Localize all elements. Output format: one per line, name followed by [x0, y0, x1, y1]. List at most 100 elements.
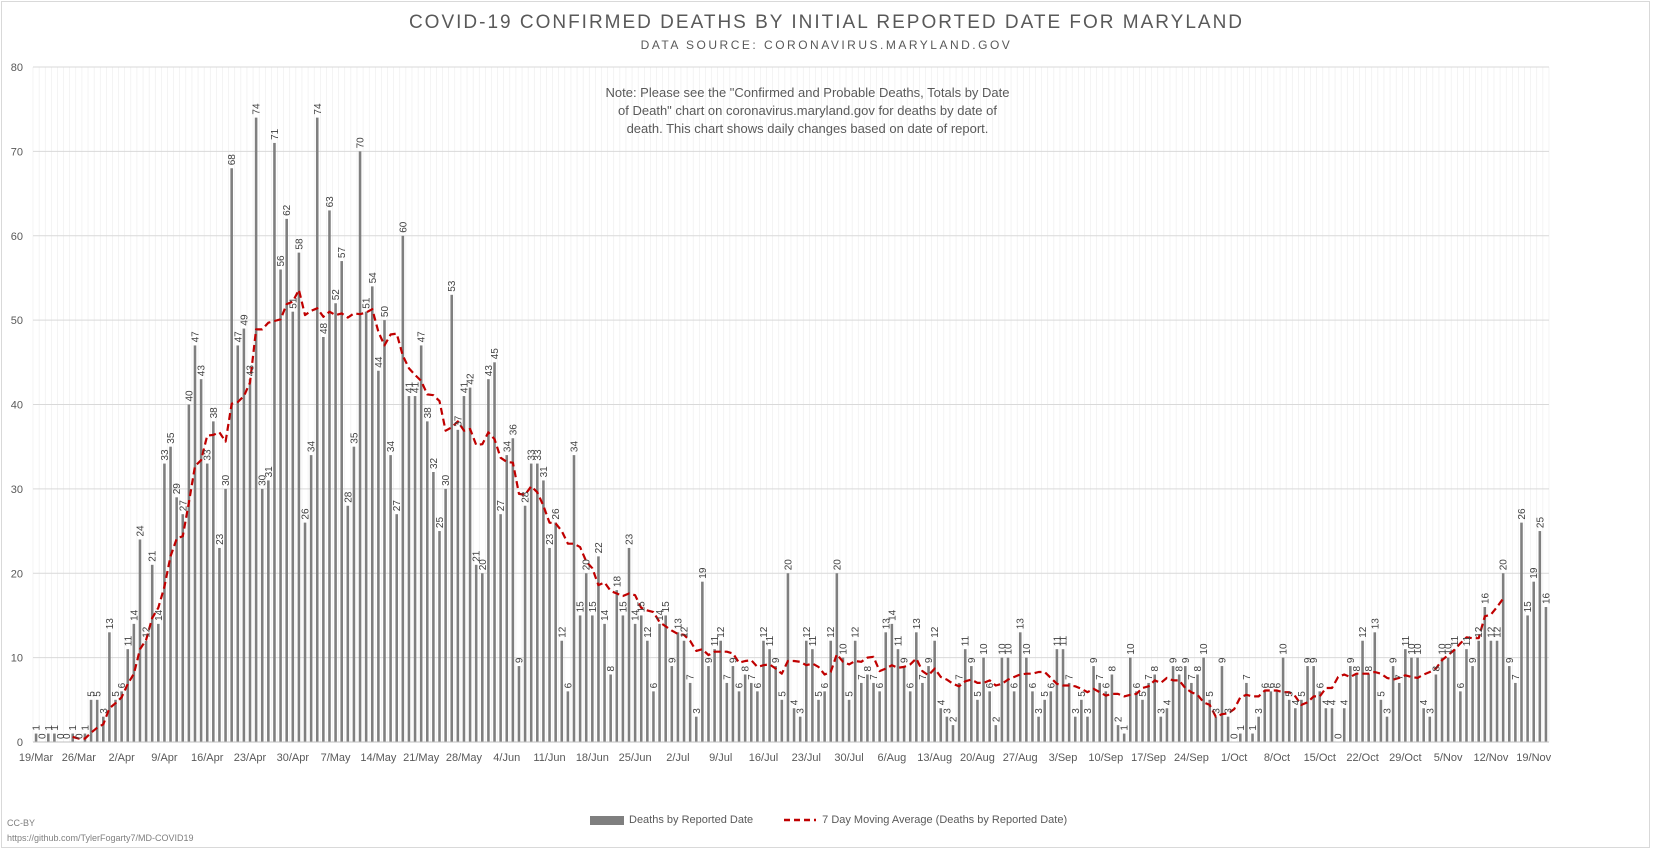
- x-tick-label: 27/Aug: [1003, 752, 1038, 764]
- bar: [591, 615, 594, 742]
- bar-value-label: 34: [570, 441, 581, 453]
- bar-value-label: 9: [1181, 657, 1192, 663]
- bar: [1434, 674, 1438, 742]
- bar: [707, 666, 710, 742]
- bar-value-label: 7: [1395, 674, 1406, 680]
- bar-value-label: 8: [606, 666, 617, 672]
- bar: [1239, 733, 1242, 742]
- bar: [1000, 657, 1004, 742]
- bar: [670, 666, 674, 742]
- bar: [517, 666, 521, 742]
- bar-value-label: 23: [215, 533, 226, 545]
- bar: [743, 674, 747, 742]
- bar-value-label: 11: [710, 635, 721, 646]
- bar-value-label: 40: [184, 390, 195, 402]
- bar: [218, 547, 221, 742]
- bar: [639, 615, 643, 742]
- bar: [1342, 708, 1346, 742]
- bar-value-label: 6: [649, 682, 660, 688]
- bar: [1153, 674, 1157, 742]
- bar-value-label: 14: [655, 609, 666, 621]
- bar-value-label: 15: [588, 601, 599, 613]
- bar: [536, 463, 539, 742]
- bar-value-label: 20: [1499, 559, 1510, 571]
- bar-value-label: 9: [704, 657, 715, 663]
- bar-value-label: 3: [796, 708, 807, 714]
- bar-value-label: 12: [1493, 626, 1504, 638]
- bar-value-label: 32: [429, 457, 440, 469]
- bar-value-label: 34: [502, 441, 513, 453]
- bar-value-label: 35: [166, 432, 177, 444]
- bar-value-label: 9: [728, 657, 739, 663]
- bar-value-label: 4: [1328, 699, 1339, 705]
- bar-value-label: 47: [233, 331, 244, 343]
- bar-value-label: 74: [252, 103, 263, 115]
- chart-title: COVID-19 CONFIRMED DEATHS BY INITIAL REP…: [408, 12, 1245, 33]
- bar: [945, 716, 949, 742]
- y-tick-label: 10: [11, 653, 23, 665]
- bar-value-label: 11: [1462, 635, 1473, 646]
- bar-value-label: 14: [887, 609, 898, 621]
- x-tick-label: 22/Oct: [1346, 752, 1378, 764]
- bar-value-label: 21: [472, 550, 483, 562]
- bar-value-label: 11: [961, 635, 972, 646]
- x-tick-label: 20/Aug: [960, 752, 995, 764]
- bar-value-label: 3: [1224, 708, 1235, 714]
- bar-value-label: 0: [1334, 733, 1345, 739]
- bar-value-label: 74: [313, 103, 324, 115]
- bar-value-label: 6: [1273, 682, 1284, 688]
- bar-value-label: 13: [1370, 618, 1381, 630]
- bar: [927, 666, 930, 742]
- bar-value-label: 12: [1486, 626, 1497, 638]
- bar: [1361, 640, 1364, 742]
- bar-value-label: 8: [1431, 666, 1442, 672]
- bar-value-label: 5: [1205, 691, 1216, 697]
- bar-value-label: 38: [423, 407, 434, 419]
- bar-value-label: 10: [1413, 643, 1424, 655]
- bar: [896, 649, 900, 742]
- bar-value-label: 1: [32, 725, 43, 731]
- bar: [1135, 691, 1138, 742]
- bar: [1379, 699, 1383, 742]
- bar-value-label: 57: [337, 247, 348, 259]
- bar: [395, 514, 399, 742]
- bar-value-label: 25: [435, 517, 446, 529]
- bar-value-label: 51: [362, 297, 373, 309]
- bar: [187, 404, 191, 742]
- bar: [1495, 640, 1499, 742]
- bar-value-label: 33: [203, 449, 214, 461]
- bar-value-label: 30: [221, 474, 232, 486]
- bar-value-label: 9: [1505, 657, 1516, 663]
- bar: [1061, 649, 1065, 742]
- bar-value-label: 0: [74, 733, 85, 739]
- bar: [144, 640, 148, 742]
- x-tick-label: 8/Oct: [1264, 752, 1290, 764]
- x-tick-label: 10/Sep: [1088, 752, 1123, 764]
- bar-value-label: 5: [1138, 691, 1149, 697]
- bar: [1110, 674, 1114, 742]
- bar: [915, 632, 918, 742]
- bar: [860, 682, 863, 742]
- bar: [1220, 666, 1224, 742]
- bar: [1269, 691, 1273, 742]
- bar-value-label: 12: [851, 626, 862, 638]
- bar-value-label: 41: [411, 382, 422, 394]
- bar-value-label: 5: [1285, 691, 1296, 697]
- bar: [572, 455, 576, 742]
- bar-value-label: 6: [1046, 682, 1057, 688]
- bar: [1391, 666, 1395, 742]
- bar-value-label: 8: [1107, 666, 1118, 672]
- bar: [847, 699, 851, 742]
- bar: [364, 311, 368, 742]
- bar: [1251, 733, 1254, 742]
- bar: [1385, 716, 1389, 742]
- y-tick-label: 50: [11, 315, 23, 327]
- bar-value-label: 63: [325, 196, 336, 208]
- bar-value-label: 4: [1162, 699, 1173, 705]
- bar: [389, 455, 392, 742]
- bar-value-label: 12: [142, 626, 153, 638]
- bar-value-label: 5: [845, 691, 856, 697]
- legend-bar-swatch: [590, 815, 624, 825]
- bar-value-label: 41: [404, 382, 415, 394]
- bar-value-label: 1: [81, 725, 92, 731]
